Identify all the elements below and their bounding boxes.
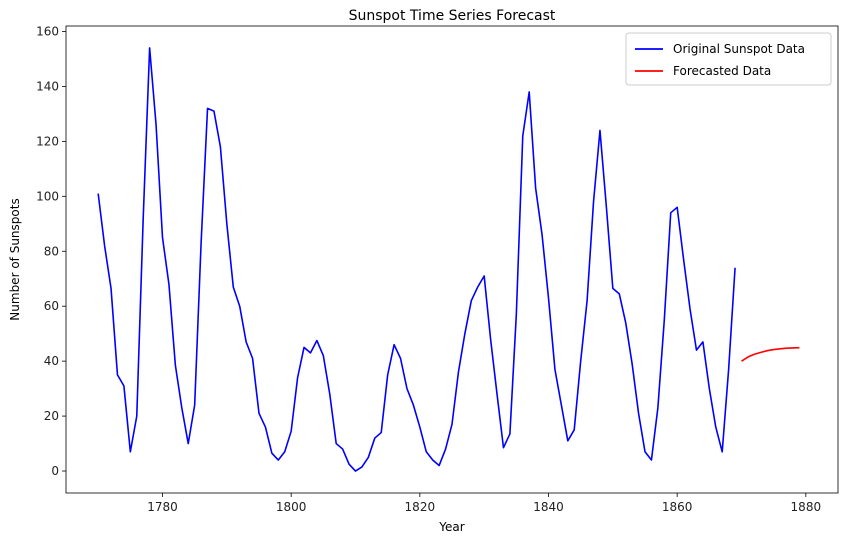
- y-tick-label: 0: [51, 464, 59, 478]
- y-tick-label: 80: [44, 244, 59, 258]
- legend-box: [625, 32, 832, 86]
- y-tick-label: 140: [36, 79, 59, 93]
- y-tick-label: 160: [36, 24, 59, 38]
- x-tick-label: 1880: [791, 500, 822, 514]
- y-tick-label: 120: [36, 134, 59, 148]
- y-tick-label: 100: [36, 189, 59, 203]
- y-tick-label: 60: [44, 299, 59, 313]
- plot-area: 1780 1800 1820 1840 1860 1880 0 20 40 60 80 100 120 1…: [36, 24, 839, 514]
- x-tick-label: 1800: [276, 500, 307, 514]
- x-tick-label: 1860: [662, 500, 693, 514]
- series-line-1: [741, 346, 800, 362]
- legend-label-1: Forecasted Data: [673, 64, 771, 78]
- y-axis-label: Number of Sunspots: [8, 198, 22, 320]
- legend-label-0: Original Sunspot Data: [673, 42, 805, 56]
- x-tick-label: 1780: [147, 500, 178, 514]
- x-axis-label: Year: [438, 520, 464, 534]
- legend: Original Sunspot Data Forecasted Data: [625, 32, 832, 86]
- chart-title: Sunspot Time Series Forecast: [349, 8, 556, 24]
- y-tick-label: 40: [44, 354, 59, 368]
- series-line-0: [97, 47, 736, 472]
- y-tick-label: 20: [44, 409, 59, 423]
- x-tick-label: 1820: [405, 500, 436, 514]
- plot-frame: [65, 25, 839, 494]
- x-tick-label: 1840: [533, 500, 564, 514]
